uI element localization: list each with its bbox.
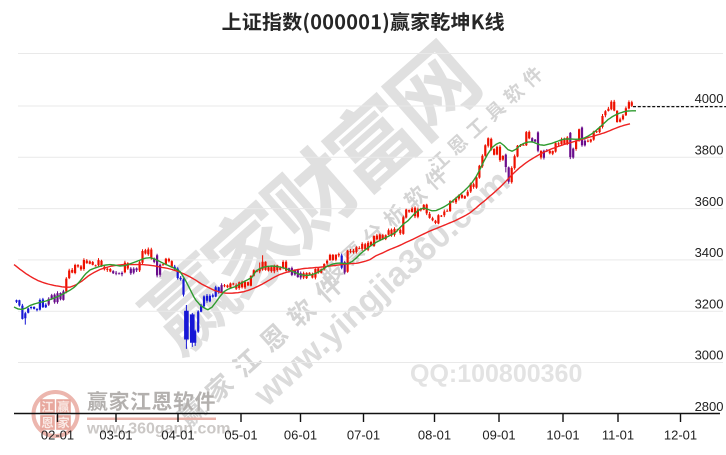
svg-text:07-01: 07-01 [347, 428, 380, 443]
svg-text:11-01: 11-01 [602, 428, 634, 443]
svg-text:3800: 3800 [695, 143, 724, 158]
svg-text:3600: 3600 [695, 194, 724, 209]
svg-text:08-01: 08-01 [418, 428, 451, 443]
svg-text:www.360gann.com: www.360gann.com [86, 421, 230, 438]
svg-text:09-01: 09-01 [482, 428, 515, 443]
svg-text:3200: 3200 [695, 296, 724, 311]
svg-text:04-01: 04-01 [161, 428, 194, 443]
svg-text:QQ:100800360: QQ:100800360 [410, 360, 582, 388]
svg-text:3400: 3400 [695, 245, 724, 260]
svg-text:12-01: 12-01 [664, 428, 697, 443]
svg-text:2800: 2800 [695, 399, 724, 414]
svg-text:02-01: 02-01 [41, 428, 74, 443]
svg-text:10-01: 10-01 [546, 428, 579, 443]
svg-text:3000: 3000 [695, 348, 724, 363]
svg-text:4000: 4000 [695, 91, 724, 106]
svg-text:05-01: 05-01 [224, 428, 257, 443]
svg-text:06-01: 06-01 [284, 428, 317, 443]
svg-text:03-01: 03-01 [99, 428, 132, 443]
